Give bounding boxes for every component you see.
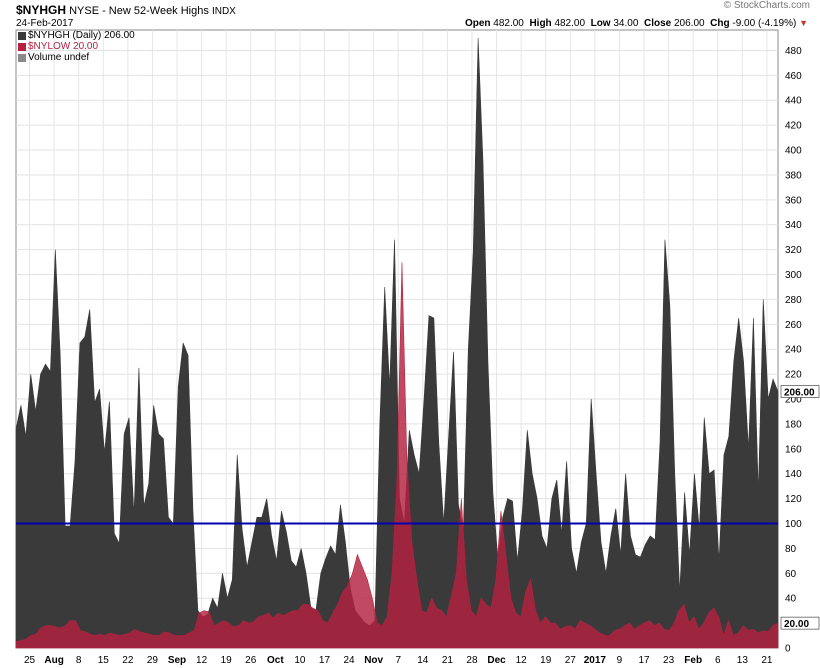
open-label: Open <box>464 18 491 29</box>
x-tick-label: Nov <box>364 655 383 666</box>
chg-value: -9.00 (-4.19%) <box>732 18 797 29</box>
y-tick-label: 320 <box>785 245 802 256</box>
legend-item-nyhgh: $NYHGH (Daily) 206.00 <box>18 30 135 41</box>
x-tick-label: 24 <box>344 655 356 666</box>
last-value-high-label: 206.00 <box>784 388 815 399</box>
x-tick-label: 8 <box>76 655 82 666</box>
close-label: Close <box>643 18 672 29</box>
y-tick-label: 200 <box>785 395 802 406</box>
y-tick-label: 100 <box>785 519 802 530</box>
y-tick-label: 80 <box>785 544 797 555</box>
y-tick-label: 480 <box>785 46 802 57</box>
y-tick-label: 440 <box>785 96 802 107</box>
x-tick-label: 7 <box>395 655 401 666</box>
y-tick-label: 220 <box>785 370 802 381</box>
x-tick-label: 27 <box>565 655 577 666</box>
y-tick-label: 360 <box>785 195 802 206</box>
y-tick-label: 300 <box>785 270 802 281</box>
legend-swatch-nyhgh <box>18 31 26 40</box>
x-tick-label: 26 <box>245 655 257 666</box>
x-tick-label: 15 <box>98 655 110 666</box>
legend-swatch-volume <box>18 53 26 62</box>
y-tick-label: 60 <box>785 569 797 580</box>
open-value: 482.00 <box>493 18 524 29</box>
close-value: 206.00 <box>673 18 705 29</box>
symbol: $NYHGH <box>16 3 67 17</box>
y-tick-label: 160 <box>785 444 802 455</box>
x-tick-label: 13 <box>737 655 749 666</box>
x-tick-label: 12 <box>196 655 208 666</box>
x-tick-label: 21 <box>761 655 773 666</box>
low-value: 34.00 <box>613 18 639 29</box>
x-tick-label: Dec <box>487 655 506 666</box>
y-tick-label: 420 <box>785 121 802 132</box>
y-tick-label: 0 <box>785 644 791 655</box>
x-tick-label: 2017 <box>584 655 607 666</box>
y-tick-label: 180 <box>785 419 802 430</box>
y-tick-label: 400 <box>785 146 802 157</box>
high-value: 482.00 <box>554 18 586 29</box>
x-tick-label: 29 <box>147 655 159 666</box>
y-tick-label: 460 <box>785 71 802 82</box>
y-tick-label: 380 <box>785 170 802 181</box>
x-tick-label: 23 <box>663 655 675 666</box>
legend-label-volume: Volume undef <box>28 52 90 63</box>
chart-date: 24-Feb-2017 <box>16 18 74 29</box>
x-tick-label: 12 <box>516 655 528 666</box>
x-tick-label: Aug <box>44 655 63 666</box>
area-series-nylow <box>15 262 779 649</box>
last-value-low-box <box>780 616 820 630</box>
legend-swatch-nylow <box>18 42 26 51</box>
watermark: © StockCharts.com <box>723 0 810 11</box>
x-tick-label: Sep <box>168 655 186 666</box>
x-tick-label: 21 <box>442 655 454 666</box>
legend-label-nylow: $NYLOW 20.00 <box>28 41 99 52</box>
x-tick-label: Oct <box>267 655 284 666</box>
legend-label-nyhgh: $NYHGH (Daily) 206.00 <box>28 30 135 41</box>
y-tick-label: 280 <box>785 295 802 306</box>
down-triangle-icon: ▼ <box>799 18 808 28</box>
x-tick-label: Feb <box>684 655 702 666</box>
x-tick-label: 19 <box>540 655 552 666</box>
x-tick-label: 22 <box>122 655 134 666</box>
last-value-low-label: 20.00 <box>784 619 809 630</box>
y-tick-label: 340 <box>785 220 802 231</box>
y-tick-label: 140 <box>785 469 802 480</box>
x-tick-label: 6 <box>715 655 721 666</box>
y-tick-label: 260 <box>785 320 802 331</box>
x-tick-label: 17 <box>319 655 331 666</box>
high-label: High <box>529 18 552 29</box>
x-tick-label: 14 <box>417 655 429 666</box>
x-tick-label: 10 <box>294 655 306 666</box>
y-tick-label: 120 <box>785 494 802 505</box>
last-value-high-box <box>780 385 820 398</box>
symbol-description: NYSE - New 52-Week Highs <box>69 5 209 17</box>
ohlc-readout: Open 482.00 High 482.00 Low 34.00 Close … <box>465 18 808 29</box>
y-tick-label: 40 <box>785 594 797 605</box>
chart-title-row: $NYHGH NYSE - New 52-Week Highs INDX <box>16 3 786 19</box>
x-tick-label: 17 <box>638 655 650 666</box>
symbol-type: INDX <box>211 6 236 17</box>
chg-label: Chg <box>710 18 730 29</box>
y-tick-label: 240 <box>785 345 802 356</box>
legend-item-nylow: $NYLOW 20.00 <box>18 41 135 52</box>
x-tick-label: 9 <box>617 655 623 666</box>
x-tick-label: 25 <box>24 655 36 666</box>
x-tick-label: 19 <box>221 655 233 666</box>
legend-item-volume: Volume undef <box>18 52 135 63</box>
chart-legend: $NYHGH (Daily) 206.00 $NYLOW 20.00 Volum… <box>18 30 135 63</box>
x-tick-label: 28 <box>466 655 478 666</box>
low-label: Low <box>590 18 611 29</box>
